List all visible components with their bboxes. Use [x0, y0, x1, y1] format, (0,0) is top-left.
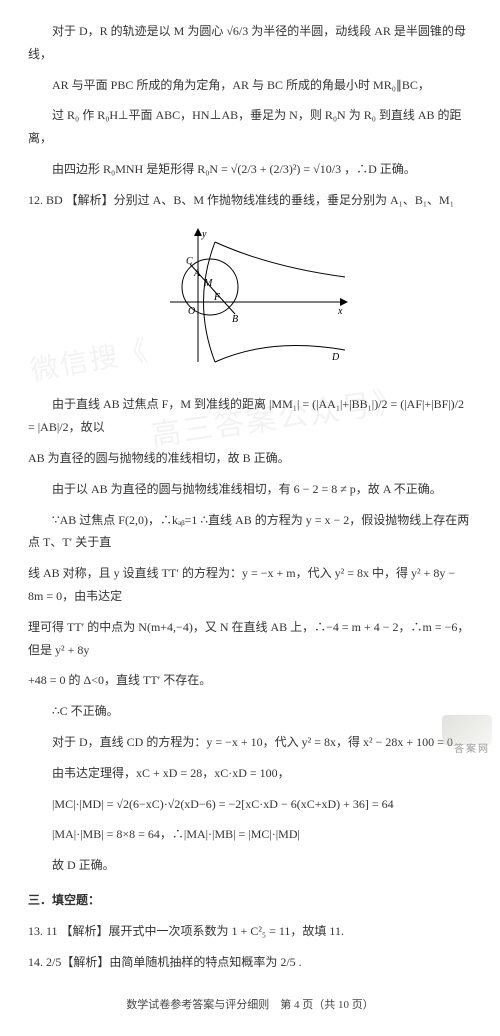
section-3-title: 三．填空题： — [28, 889, 472, 912]
label-A: A — [193, 268, 201, 279]
para-a-wrong: 由于以 AB 为直径的圆与抛物线准线相切，有 6 − 2 = 8 ≠ p，故 A… — [28, 478, 472, 501]
y-arrow — [194, 228, 202, 236]
para-cd-line: 对于 D，直线 CD 的方程为：y = −x + 10，代入 y² = 8x，得… — [28, 731, 472, 754]
para-tt-sym: 线 AB 对称，且 y 设直线 TT′ 的方程为：y = −x + m，代入 y… — [28, 562, 472, 608]
para-b-correct: AB 为直径的圆与抛物线的准线相切，故 B 正确。 — [28, 447, 472, 470]
para-ar-angle: AR 与平面 PBC 所成的角为定角，AR 与 BC 所成的角最小时 MR₀∥B… — [28, 74, 472, 97]
label-B: B — [232, 314, 238, 325]
label-O: O — [188, 306, 195, 317]
para-ab-focus: ∵AB 过焦点 F(2,0)，∴kₐᵦ=1 ∴直线 AB 的方程为 y = x … — [28, 509, 472, 555]
figure-parabola: y x O F C A M B D — [28, 222, 472, 380]
q13: 13. 11 【解析】展开式中一次项系数为 1 + C²₅ = 11，故填 11… — [28, 920, 472, 943]
label-y: y — [201, 229, 207, 240]
label-D: D — [331, 352, 340, 363]
q14: 14. 2/5【解析】由简单随机抽样的特点知概率为 2/5 . — [28, 951, 472, 974]
para-d-correct: 故 D 正确。 — [28, 854, 472, 877]
label-M: M — [203, 278, 213, 289]
para-mm1: 由于直线 AB 过焦点 F，M 到准线的距离 |MM₁| = (|AA₁|+|B… — [28, 393, 472, 439]
q12-heading: 12. BD 【解析】分别过 A、B、M 作抛物线准线的垂线，垂足分别为 A₁、… — [28, 189, 472, 212]
para-midpoint-n: 理可得 TT′ 的中点为 N(m+4,−4)，又 N 在直线 AB 上，∴−4 … — [28, 616, 472, 662]
para-delta: +48 = 0 的 Δ<0，直线 TT′ 不存在。 — [28, 669, 472, 692]
label-C: C — [186, 256, 193, 267]
parabola-upper — [215, 242, 345, 277]
para-rect-result: 由四边形 R₀MNH 是矩形得 R₀N = √(2/3 + (2/3)²) = … — [28, 158, 472, 181]
label-F: F — [213, 292, 221, 303]
para-mc-md: |MC|·|MD| = √2(6−xC)·√2(xD−6) = −2[xC·xD… — [28, 793, 472, 816]
label-x: x — [337, 306, 343, 317]
para-r0-perp: 过 R₀ 作 R₀H⊥平面 ABC，HN⊥AB，垂足为 N，则 R₀N 为 R₀… — [28, 104, 472, 150]
para-d-r-locus: 对于 D，R 的轨迹是以 M 为圆心 √6/3 为半径的半圆，动线段 AR 是半… — [28, 20, 472, 66]
para-c-wrong: ∴C 不正确。 — [28, 700, 472, 723]
parabola-lower — [215, 345, 345, 361]
corner-watermark-text: 答案网 — [454, 740, 490, 759]
page-footer: 数学试卷参考答案与评分细则 第 4 页（共 10 页） — [28, 995, 472, 1016]
x-arrow — [340, 298, 348, 306]
para-ma-mb: |MA|·|MB| = 8×8 = 64，∴|MA|·|MB| = |MC|·|… — [28, 823, 472, 846]
para-vieta: 由韦达定理得，xC + xD = 28，xC·xD = 100， — [28, 762, 472, 785]
